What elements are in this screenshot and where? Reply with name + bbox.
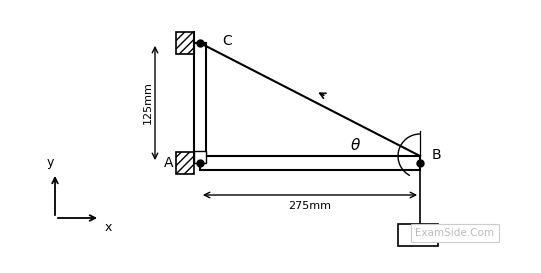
Text: C: C [222,34,232,48]
Text: x: x [105,221,113,234]
Polygon shape [398,224,438,246]
Text: y: y [47,156,54,169]
Text: A: A [163,156,173,170]
Text: 275mm: 275mm [288,201,332,211]
Text: ExamSide.Com: ExamSide.Com [415,228,494,238]
Polygon shape [200,156,420,170]
Polygon shape [194,151,206,163]
Text: B: B [432,148,441,162]
Text: θ: θ [351,138,360,153]
Polygon shape [194,43,206,163]
Text: 125mm: 125mm [143,82,153,124]
